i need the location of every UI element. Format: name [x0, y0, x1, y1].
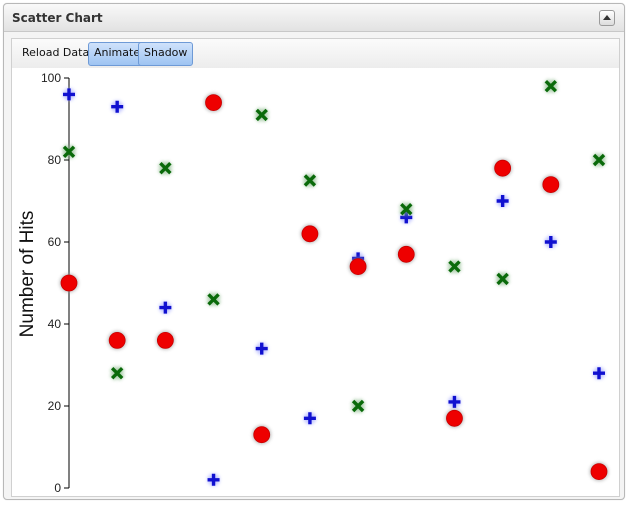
data-point-circle[interactable]: [493, 158, 513, 178]
data-point-cross[interactable]: [255, 342, 268, 355]
data-point-x[interactable]: [61, 144, 77, 160]
y-tick-label: 80: [48, 153, 62, 167]
data-point-circle[interactable]: [300, 224, 320, 244]
data-point-circle[interactable]: [252, 425, 272, 445]
data-point-x[interactable]: [398, 201, 414, 217]
animate-toggle-button[interactable]: Animate: [88, 42, 147, 66]
data-point-cross[interactable]: [159, 301, 172, 314]
data-point-cross[interactable]: [111, 100, 124, 113]
data-point-circle[interactable]: [541, 175, 561, 195]
data-point-x[interactable]: [254, 107, 270, 123]
data-point-circle[interactable]: [204, 93, 224, 113]
data-point-cross[interactable]: [303, 412, 316, 425]
shadow-toggle-button[interactable]: Shadow: [138, 42, 194, 66]
chart-toolbar: Reload Data Animate Shadow: [11, 38, 620, 69]
data-point-x[interactable]: [302, 173, 318, 188]
y-tick-label: 60: [48, 235, 62, 249]
panel-header: Scatter Chart: [4, 4, 624, 32]
collapse-up-icon[interactable]: [599, 10, 615, 26]
y-axis-ticks: 0 20 40 60 80 100: [41, 71, 69, 495]
reload-data-button[interactable]: Reload Data: [22, 46, 90, 59]
data-point-cross[interactable]: [207, 473, 220, 486]
data-point-circle[interactable]: [589, 462, 609, 482]
data-point-circle[interactable]: [155, 330, 175, 350]
panel-title: Scatter Chart: [12, 11, 103, 25]
y-tick-label: 100: [41, 71, 61, 85]
data-point-cross[interactable]: [593, 367, 605, 380]
data-point-x[interactable]: [109, 365, 125, 381]
scatter-chart: Number of Hits 0 20 40 60 80 100: [17, 71, 609, 495]
data-point-x[interactable]: [157, 160, 173, 176]
y-tick-label: 0: [54, 481, 61, 495]
data-point-x[interactable]: [543, 78, 559, 94]
y-tick-label: 40: [48, 317, 62, 331]
data-point-cross[interactable]: [448, 395, 461, 408]
data-point-circle[interactable]: [396, 244, 416, 264]
chart-area: Number of Hits 0 20 40 60 80 100: [11, 68, 620, 497]
y-axis-title: Number of Hits: [17, 211, 38, 338]
data-point-x[interactable]: [206, 291, 222, 307]
data-point-x[interactable]: [446, 259, 462, 275]
data-point-cross[interactable]: [496, 195, 509, 207]
data-point-x[interactable]: [495, 271, 511, 287]
data-point-cross[interactable]: [544, 236, 557, 248]
data-point-circle[interactable]: [348, 257, 368, 277]
scatter-chart-panel: Scatter Chart Reload Data Animate Shadow…: [3, 3, 625, 500]
data-point-x[interactable]: [591, 152, 607, 168]
data-points: [59, 78, 609, 486]
data-point-x[interactable]: [350, 398, 366, 414]
data-point-cross[interactable]: [63, 88, 75, 101]
data-point-circle[interactable]: [444, 408, 464, 428]
data-point-circle[interactable]: [59, 273, 79, 293]
data-point-circle[interactable]: [107, 330, 127, 350]
y-tick-label: 20: [48, 399, 62, 413]
